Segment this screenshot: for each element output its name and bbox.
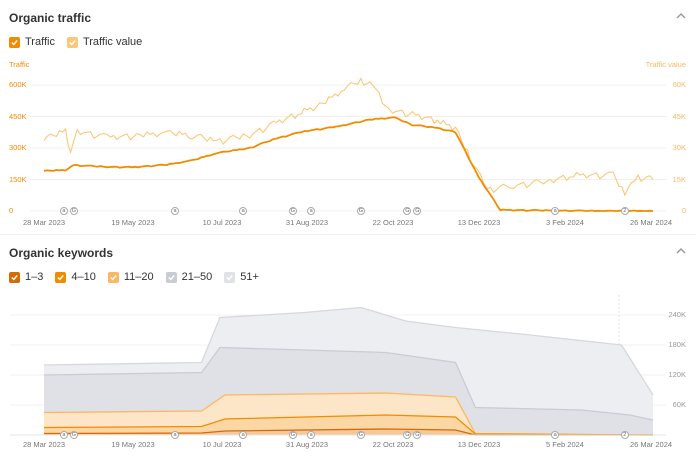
keywords-legend-item[interactable]: 11–20	[107, 271, 154, 283]
y2-tick-label: 30K	[672, 143, 686, 152]
annotation-marker[interactable]: G	[288, 431, 297, 439]
organic-traffic-chart[interactable]	[0, 0, 696, 235]
keywords-legend-item[interactable]: 21–50	[165, 271, 213, 283]
x-tick-label: 3 Feb 2024	[546, 218, 584, 227]
keywords-legend-label: 21–50	[181, 271, 213, 283]
x-tick-label: 19 May 2023	[111, 440, 155, 449]
organic-traffic-title: Organic traffic	[9, 11, 92, 25]
organic-keywords-title: Organic keywords	[9, 246, 114, 260]
annotation-marker[interactable]: G	[69, 207, 78, 215]
checkbox-icon[interactable]	[107, 271, 119, 283]
annotation-marker[interactable]: a	[171, 431, 180, 439]
x-tick-label: 31 Aug 2023	[285, 218, 329, 227]
keywords-legend-item[interactable]: 51+	[224, 271, 259, 283]
annotation-marker[interactable]: G	[69, 431, 78, 439]
annotation-marker[interactable]: 2	[620, 207, 629, 215]
chevron-up-icon[interactable]	[674, 9, 688, 23]
keywords-51-plus-line	[43, 306, 654, 396]
keywords-legend-label: 4–10	[71, 271, 96, 283]
annotation-marker[interactable]: 2	[620, 431, 629, 439]
keywords-legend-label: 51+	[240, 271, 259, 283]
y2-tick-label: 60K	[672, 80, 686, 89]
y-tick-label: 600K	[9, 80, 27, 89]
x-tick-label: 10 Jul 2023	[202, 218, 242, 227]
annotation-marker[interactable]: a	[171, 207, 180, 215]
keywords-11-20-area[interactable]	[44, 393, 653, 435]
annotation-marker[interactable]: G	[413, 207, 422, 215]
annotation-marker[interactable]: a	[59, 207, 68, 215]
annotation-marker[interactable]: G	[356, 207, 365, 215]
annotation-marker[interactable]: a	[551, 431, 560, 439]
traffic-legend-item[interactable]: Traffic value	[66, 36, 143, 48]
x-tick-label: 5 Feb 2024	[546, 440, 584, 449]
chevron-up-icon[interactable]	[674, 244, 688, 258]
x-tick-label: 26 Mar 2024	[629, 440, 673, 449]
traffic-legend-item[interactable]: Traffic	[9, 36, 55, 48]
traffic-value-axis-label: Traffic value	[645, 60, 686, 69]
keywords-legend: 1–3 4–10 11–20 21–50 51+	[9, 271, 271, 283]
annotation-marker[interactable]: a	[239, 431, 248, 439]
y-tick-label: 120K	[668, 370, 686, 379]
keywords-4-10-line	[43, 414, 654, 436]
x-tick-label: 22 Oct 2023	[372, 218, 414, 227]
annotation-marker[interactable]: a	[307, 207, 316, 215]
x-tick-label: 26 Mar 2024	[629, 218, 673, 227]
checkbox-icon[interactable]	[66, 36, 78, 48]
x-tick-label: 22 Oct 2023	[372, 440, 414, 449]
x-tick-label: 31 Aug 2023	[285, 440, 329, 449]
keywords-legend-label: 11–20	[123, 271, 154, 283]
section-divider	[0, 234, 696, 235]
traffic-series-line[interactable]	[43, 116, 654, 212]
annotation-marker[interactable]: G	[403, 431, 412, 439]
annotation-marker[interactable]: a	[551, 207, 560, 215]
x-tick-label: 28 Mar 2023	[22, 440, 66, 449]
annotation-marker[interactable]: G	[288, 207, 297, 215]
y-tick-label: 450K	[9, 111, 27, 121]
x-tick-label: 19 May 2023	[111, 218, 155, 227]
checkbox-icon[interactable]	[55, 271, 67, 283]
keywords-21-50-line	[43, 346, 654, 421]
y-tick-label: 300K	[9, 143, 27, 152]
x-tick-label: 28 Mar 2023	[22, 218, 66, 227]
y-tick-label: 240K	[668, 310, 686, 319]
keywords-legend-item[interactable]: 1–3	[9, 271, 43, 283]
x-tick-label: 13 Dec 2023	[457, 440, 501, 449]
annotation-marker[interactable]: a	[59, 431, 68, 439]
x-tick-label: 10 Jul 2023	[202, 440, 242, 449]
checkbox-icon[interactable]	[9, 271, 20, 283]
traffic-legend-label: Traffic	[25, 36, 55, 48]
checkbox-icon[interactable]	[165, 271, 177, 283]
traffic-legend: Traffic Traffic value	[9, 36, 154, 48]
annotation-marker[interactable]: G	[413, 431, 422, 439]
y2-tick-label: 15K	[672, 174, 686, 184]
keywords-legend-item[interactable]: 4–10	[55, 271, 96, 283]
y-tick-label: 180K	[668, 340, 686, 349]
annotation-marker[interactable]: G	[403, 207, 412, 215]
annotation-marker[interactable]: a	[239, 207, 248, 215]
x-tick-label: 13 Dec 2023	[457, 218, 501, 227]
annotation-marker[interactable]: a	[307, 431, 316, 439]
y2-tick-label: 45K	[672, 111, 686, 121]
traffic-value-series-line[interactable]	[43, 77, 654, 197]
keywords-4-10-area[interactable]	[44, 415, 653, 435]
annotation-marker[interactable]: G	[356, 431, 365, 439]
y-tick-label: 150K	[9, 174, 27, 184]
checkbox-icon[interactable]	[224, 271, 236, 283]
y-tick-label: 60K	[672, 400, 686, 409]
y-tick-label: 0	[9, 206, 14, 215]
traffic-legend-label: Traffic value	[82, 36, 143, 48]
keywords-legend-label: 1–3	[25, 271, 44, 283]
y2-tick-label: 0	[681, 206, 686, 215]
checkbox-icon[interactable]	[9, 36, 20, 48]
traffic-axis-label: Traffic	[9, 60, 30, 69]
